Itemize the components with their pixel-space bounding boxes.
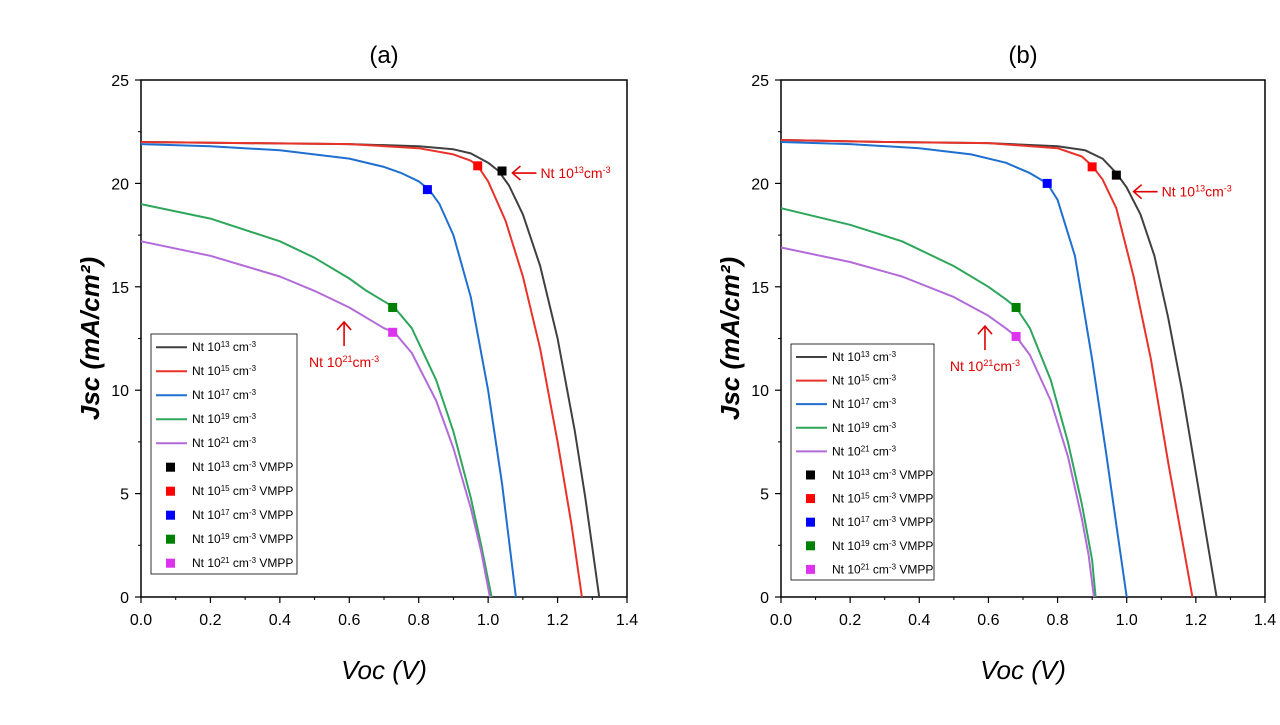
- legend-marker-swatch: [166, 486, 175, 496]
- legend-marker-swatch: [806, 494, 815, 504]
- legend-label: Nt 1013 cm-3 VMPP: [832, 467, 933, 482]
- x-axis-label: Voc (V): [980, 655, 1066, 685]
- vmpp-marker-21: [388, 327, 398, 337]
- legend-marker-swatch: [166, 534, 175, 544]
- series-line-15: [140, 141, 583, 598]
- legend-marker-swatch: [166, 510, 175, 520]
- legend-label: Nt 1019 cm-3 VMPP: [192, 532, 293, 547]
- legend-marker-swatch: [806, 541, 815, 551]
- legend-marker-swatch: [806, 517, 815, 527]
- x-tick-label: 0.6: [338, 612, 360, 629]
- legend-marker-swatch: [806, 564, 815, 574]
- series-line-15: [780, 139, 1194, 598]
- legend-label: Nt 1015 cm-3 VMPP: [832, 491, 933, 506]
- x-tick-label: 0.8: [1046, 612, 1068, 629]
- x-tick-label: 0.0: [770, 612, 792, 629]
- y-tick-label: 15: [111, 280, 129, 297]
- x-tick-label: 0.4: [269, 612, 291, 629]
- vmpp-marker-19: [388, 302, 398, 312]
- legend-label: Nt 1015 cm-3 VMPP: [192, 484, 293, 499]
- annotation-arrowhead: [977, 324, 993, 335]
- x-axis-label: Voc (V): [341, 655, 427, 685]
- legend-label: Nt 1021 cm-3: [832, 444, 897, 459]
- chart-title: (a): [369, 42, 398, 69]
- annotation-label: Nt 1021cm-3: [950, 358, 1020, 374]
- y-tick-label: 10: [111, 383, 129, 400]
- x-tick-label: 1.4: [616, 612, 638, 629]
- legend-label: Nt 1017 cm-3 VMPP: [192, 508, 293, 523]
- y-tick-label: 25: [751, 73, 769, 90]
- legend-label: Nt 1019 cm-3 VMPP: [832, 538, 933, 553]
- legend-label: Nt 1015 cm-3: [192, 364, 257, 379]
- legend-label: Nt 1019 cm-3: [832, 420, 897, 435]
- legend-label: Nt 1015 cm-3: [832, 373, 897, 388]
- legend: Nt 1013 cm-3 Nt 1015 cm-3 Nt 1017 cm-3 Nt 1…: [150, 333, 298, 575]
- vmpp-marker-15: [473, 161, 483, 171]
- annotation-label: Nt 1013cm-3: [540, 165, 610, 181]
- annotation-label: Nt 1021cm-3: [309, 354, 379, 370]
- legend-marker-swatch: [166, 462, 175, 472]
- legend-label: Nt 1017 cm-3: [192, 388, 257, 403]
- vmpp-marker-13: [1111, 170, 1121, 180]
- annotation-label: Nt 1013cm-3: [1162, 184, 1232, 200]
- annotation-arrowhead: [336, 320, 352, 331]
- chart-panel-a: (a) 0.0 0.2 0.4 0.6 0.8 1.0 1.2 1.4 0 5 10 15 20 25 Voc…: [75, 42, 638, 685]
- y-tick-label: 5: [760, 487, 769, 504]
- legend-marker-swatch: [166, 558, 175, 568]
- x-tick-label: 1.2: [1185, 612, 1207, 629]
- legend-label: Nt 1017 cm-3: [832, 397, 897, 412]
- legend-box: [150, 333, 298, 575]
- legend-label: Nt 1013 cm-3: [832, 349, 897, 364]
- legend-label: Nt 1021 cm-3 VMPP: [832, 562, 933, 577]
- chart-title: (b): [1008, 42, 1037, 69]
- vmpp-marker-21: [1011, 331, 1021, 341]
- y-tick-label: 20: [111, 176, 129, 193]
- vmpp-marker-15: [1087, 162, 1097, 172]
- y-tick-label: 10: [751, 383, 769, 400]
- legend-label: Nt 1017 cm-3 VMPP: [832, 515, 933, 530]
- y-axis-label: Jsc (mA/cm²): [75, 257, 105, 420]
- x-tick-label: 0.4: [908, 612, 930, 629]
- legend-label: Nt 1013 cm-3: [192, 340, 257, 355]
- x-tick-label: 0.0: [130, 612, 152, 629]
- y-tick-label: 25: [111, 73, 129, 90]
- y-tick-label: 5: [120, 487, 129, 504]
- y-tick-label: 0: [120, 590, 129, 607]
- vmpp-marker-19: [1011, 302, 1021, 312]
- legend-label: Nt 1019 cm-3: [192, 412, 257, 427]
- legend: Nt 1013 cm-3 Nt 1015 cm-3 Nt 1017 cm-3 Nt 1…: [790, 343, 935, 581]
- x-tick-label: 0.6: [977, 612, 999, 629]
- x-tick-label: 1.4: [1254, 612, 1276, 629]
- y-tick-label: 15: [751, 280, 769, 297]
- legend-box: [790, 343, 935, 581]
- annotation-arrowhead: [1132, 184, 1143, 200]
- y-tick-label: 0: [760, 590, 769, 607]
- legend-label: Nt 1013 cm-3 VMPP: [192, 460, 293, 475]
- vmpp-marker-17: [1042, 178, 1052, 188]
- x-tick-label: 1.2: [546, 612, 568, 629]
- legend-marker-swatch: [806, 470, 815, 480]
- vmpp-marker-13: [497, 166, 507, 176]
- x-tick-label: 1.0: [477, 612, 499, 629]
- vmpp-marker-17: [422, 185, 432, 195]
- legend-label: Nt 1021 cm-3 VMPP: [192, 556, 293, 571]
- x-tick-label: 0.2: [199, 612, 221, 629]
- x-tick-label: 1.0: [1116, 612, 1138, 629]
- chart-panel-b: (b) 0.0 0.2 0.4 0.6 0.8 1.0 1.2 1.4 0 5 10 15 20 25 Voc…: [715, 42, 1276, 685]
- x-tick-label: 0.8: [408, 612, 430, 629]
- y-tick-label: 20: [751, 176, 769, 193]
- x-tick-label: 0.2: [839, 612, 861, 629]
- legend-label: Nt 1021 cm-3: [192, 436, 257, 451]
- annotation-arrowhead: [511, 165, 521, 181]
- y-axis-label: Jsc (mA/cm²): [715, 257, 745, 420]
